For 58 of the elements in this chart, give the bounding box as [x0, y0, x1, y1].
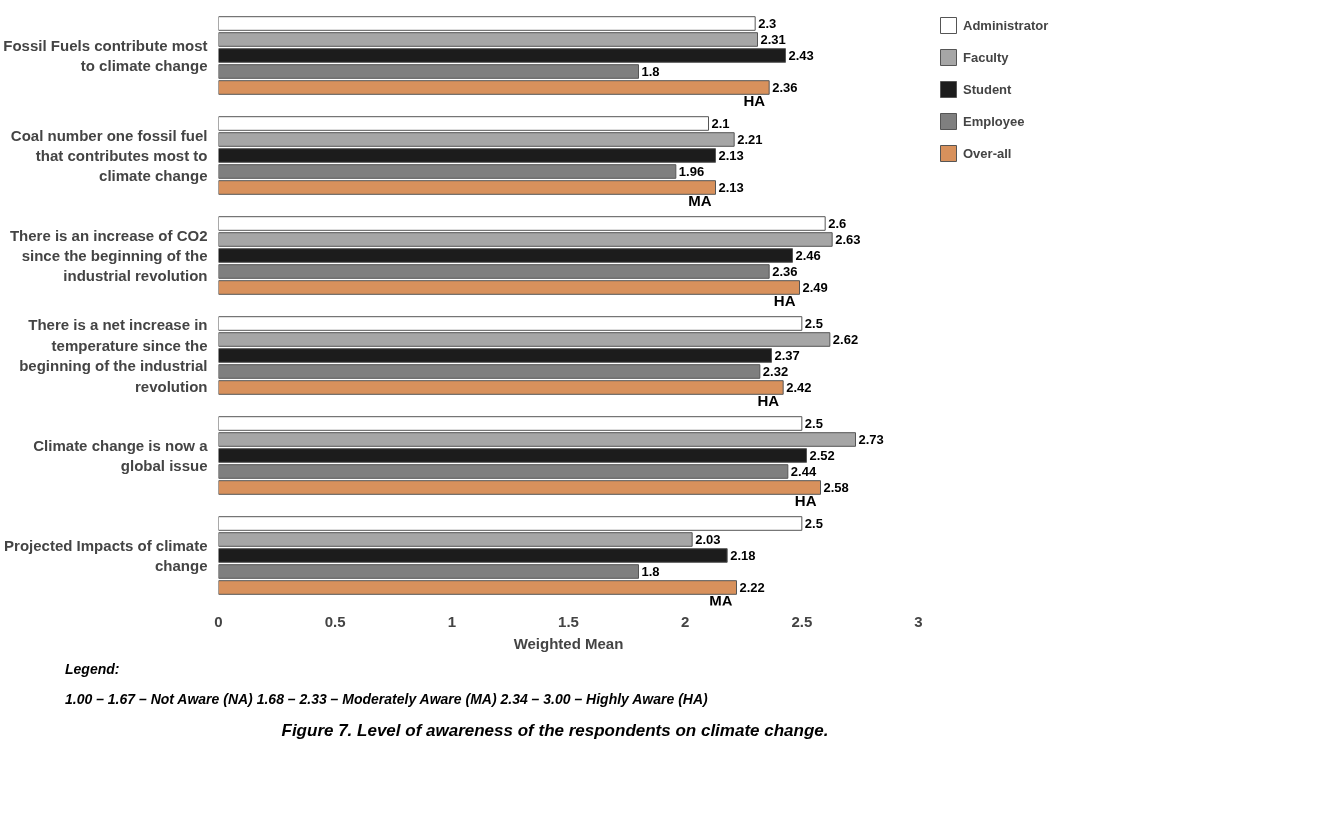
data-label: 2.58: [823, 480, 849, 495]
data-label: 2.43: [788, 48, 814, 63]
y-tick-label: Coal number one fossil fuel that contributes most to climate change: [10, 126, 208, 185]
data-label: 2.6: [828, 216, 847, 231]
text: Legend:: [65, 660, 120, 679]
caption: Figure 7. Level of awareness of the respondents on climate change.: [281, 720, 829, 742]
data-label: 2.1: [711, 116, 730, 131]
x-tick-label: 3: [914, 612, 923, 630]
data-label: 1.8: [641, 564, 660, 579]
y-tick-label: There is an increase of CO2 since the beginning of the industrial revolution: [9, 226, 208, 285]
y-tick-label: Fossil Fuels contribute most to climate change: [3, 36, 208, 75]
text: 1.00 – 1.67 – Not Aware (NA) 1.68 – 2.33 – Moderately Aware (MA) 2.34 – 3.00 – Highly Aware (HA): [65, 690, 708, 709]
annotation: HA: [773, 291, 796, 309]
data-label: 1.96: [678, 164, 705, 179]
data-label: 2.3: [758, 16, 777, 31]
data-label: 2.13: [718, 148, 744, 163]
data-label: 2.44: [790, 464, 817, 479]
annotation: MA: [709, 591, 733, 609]
data-label: 2.36: [772, 80, 798, 95]
data-label: 2.31: [760, 32, 786, 47]
data-label: 2.18: [730, 548, 756, 563]
data-label: 2.36: [772, 264, 798, 279]
data-label: 2.21: [737, 132, 763, 147]
x-tick-label: 1.5: [558, 612, 579, 630]
data-label: 2.42: [786, 380, 812, 395]
y-tick-label: Projected Impacts of climate change: [4, 536, 208, 575]
annotation: HA: [794, 491, 817, 509]
data-label: 2.62: [832, 332, 859, 347]
x-tick-label: 0.5: [324, 612, 346, 630]
legend-label: Faculty: [963, 49, 1009, 65]
y-tick-label: There is a net increase in temperature since the beginning of the industrial revolution: [19, 316, 208, 395]
data-label: 1.8: [641, 64, 660, 79]
x-tick-label: 2: [681, 612, 690, 630]
data-label: 2.22: [739, 580, 765, 595]
data-label: 2.13: [718, 180, 744, 195]
data-label: 2.32: [762, 364, 789, 379]
data-label: 2.73: [858, 432, 884, 447]
data-label: 2.5: [804, 516, 823, 531]
legend-label: Over-all: [963, 145, 1012, 161]
data-label: 2.03: [695, 532, 721, 547]
data-label: 2.52: [809, 448, 835, 463]
annotation: MA: [688, 191, 712, 209]
x-tick-label: 2.5: [791, 612, 813, 630]
legend-label: Employee: [963, 113, 1025, 129]
y-tick-label: Climate change is now a global issue: [33, 436, 209, 475]
x-tick-label: 1: [447, 612, 457, 630]
data-label: 2.37: [774, 348, 800, 363]
data-label: 2.5: [804, 316, 823, 331]
x-tick-label: 0: [214, 612, 223, 630]
legend-label: Student: [963, 81, 1012, 97]
legend-label: Administrator: [963, 17, 1049, 33]
data-label: 2.49: [802, 280, 828, 295]
data-label: 2.63: [835, 232, 861, 247]
annotation: HA: [757, 391, 780, 409]
data-label: 2.46: [795, 248, 821, 263]
data-label: 2.5: [804, 416, 823, 431]
x-axis-title: Weighted Mean: [513, 634, 624, 652]
annotation: HA: [743, 91, 766, 109]
